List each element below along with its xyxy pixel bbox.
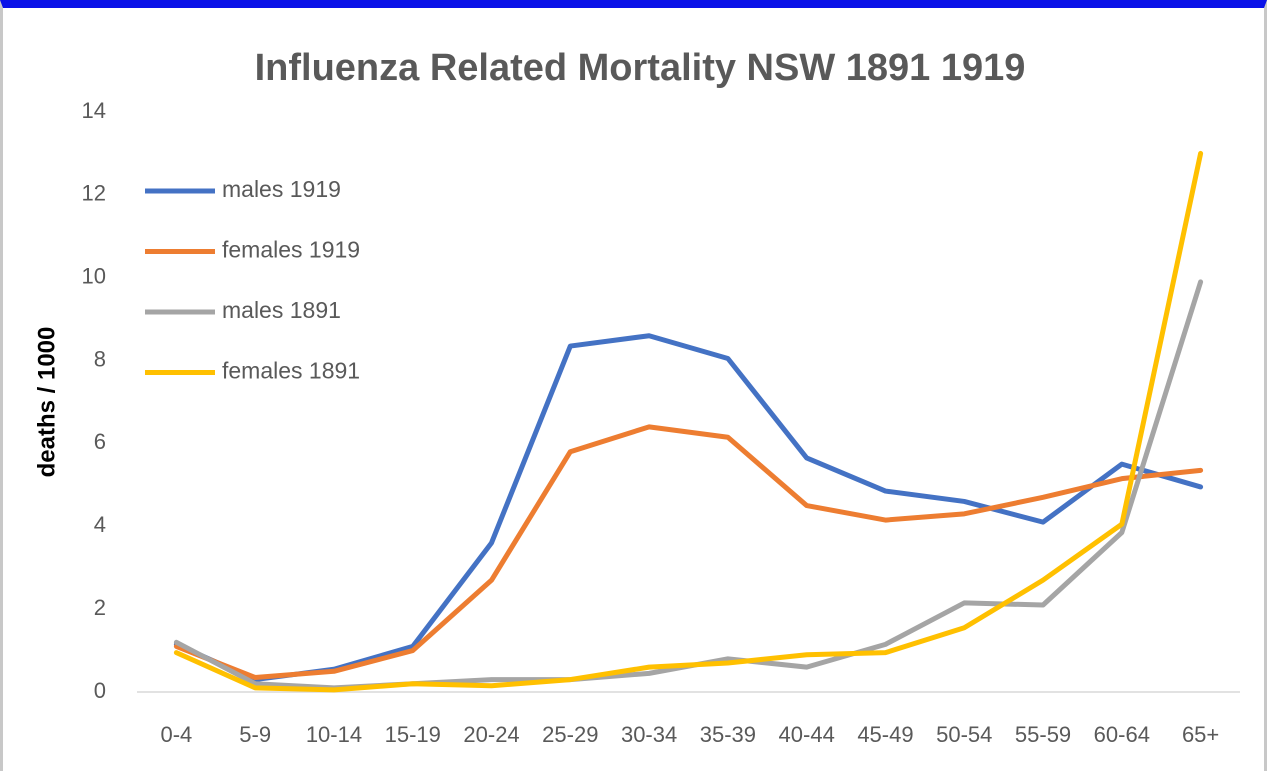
x-tick-label: 50-54 [936, 722, 992, 747]
y-tick-label: 12 [82, 181, 106, 206]
x-tick-label: 25-29 [542, 722, 598, 747]
x-tick-label: 45-49 [857, 722, 913, 747]
x-tick-label: 30-34 [621, 722, 677, 747]
y-tick-label: 10 [82, 264, 106, 289]
x-tick-label: 35-39 [700, 722, 756, 747]
x-tick-label: 40-44 [779, 722, 835, 747]
x-tick-label: 20-24 [463, 722, 519, 747]
series-line [173, 279, 1204, 691]
series-line [173, 333, 1204, 683]
legend-label: males 1919 [222, 176, 341, 202]
y-tick-label: 2 [94, 595, 106, 620]
legend-label: females 1891 [222, 358, 360, 384]
x-tick-label: 60-64 [1094, 722, 1150, 747]
legend-label: males 1891 [222, 297, 341, 323]
y-tick-label: 8 [94, 346, 106, 371]
y-tick-label: 14 [82, 98, 106, 123]
y-axis-label: deaths / 1000 [33, 327, 60, 478]
x-tick-label: 15-19 [385, 722, 441, 747]
x-tick-label: 65+ [1182, 722, 1219, 747]
x-tick-label: 0-4 [160, 722, 192, 747]
chart-title: Influenza Related Mortality NSW 1891 191… [255, 47, 1026, 89]
y-tick-label: 6 [94, 429, 106, 454]
legend-label: females 1919 [222, 237, 360, 263]
x-tick-label: 5-9 [239, 722, 271, 747]
y-tick-label: 4 [94, 512, 106, 537]
x-tick-label: 55-59 [1015, 722, 1071, 747]
series-line [173, 150, 1204, 693]
y-tick-label: 0 [94, 678, 106, 703]
series-line [173, 424, 1204, 680]
x-tick-label: 10-14 [306, 722, 362, 747]
